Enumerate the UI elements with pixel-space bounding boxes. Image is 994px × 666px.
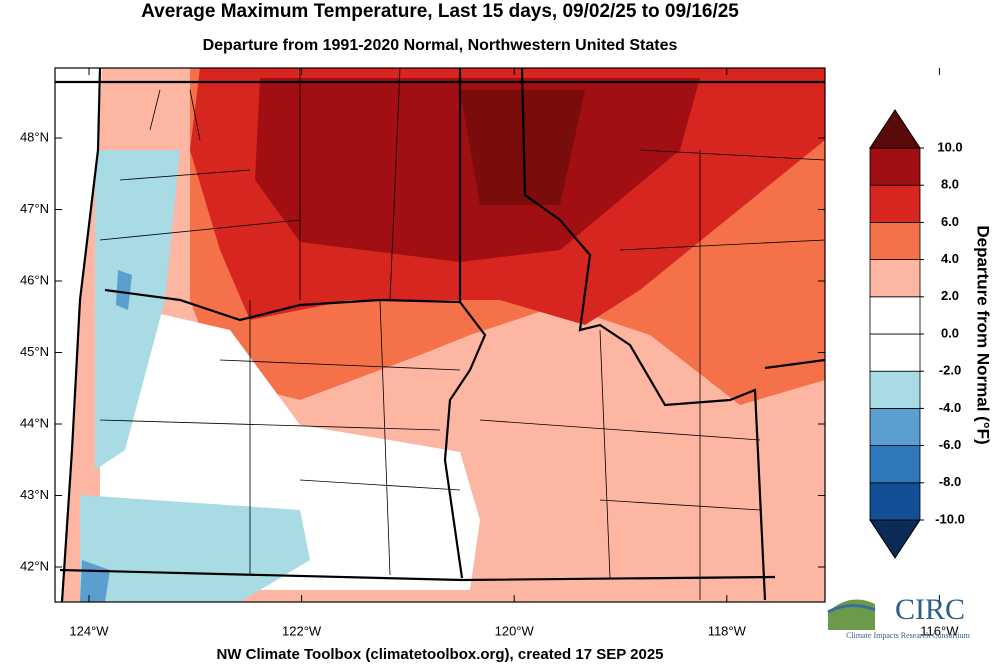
county-lines [99,68,825,600]
colorbar-bin [869,184,921,223]
y-tick-label: 48°N [20,129,49,144]
x-tick-label: 116°W [920,623,959,638]
colorbar: 10.0 8.0 6.0 4.0 2.0 0.0 -2.0 -4.0 -6.0 -8.0 -10.0 [869,109,965,559]
colorbar-label: -6.0 [939,437,961,452]
colorbar-label: -4.0 [939,400,961,415]
logo-subtitle: Climate Impacts Research Consortium [846,631,971,640]
y-tick-label: 42°N [20,558,49,573]
colorbar-bin [869,259,921,298]
map-ticks: 124°W122°W120°W118°W116°W114°W112°W48°N4… [20,68,959,638]
colorbar-label: 2.0 [941,288,959,303]
colorbar-label: 6.0 [941,214,959,229]
state-border [443,68,487,579]
colorbar-label: -2.0 [939,363,961,378]
map-fill [460,90,585,205]
logo-icon [827,604,876,614]
y-tick-label: 47°N [20,201,49,216]
ocean [55,68,102,602]
map-fill [95,150,180,470]
colorbar-label: 0.0 [941,325,959,340]
subtitle: Departure from 1991-2020 Normal, Northwe… [203,37,678,54]
state-border [59,568,776,582]
colorbar-bin [869,221,921,260]
logo-name: CIRC [895,593,965,626]
title: Average Maximum Temperature, Last 15 day… [141,1,739,22]
colorbar-bin [869,482,921,521]
colorbar-title: Departure from Normal (°F) [974,225,993,444]
coastline [60,68,102,602]
x-tick-label: 118°W [708,623,747,638]
state-border [520,68,767,601]
logo: CIRC Climate Impacts Research Consortium [827,593,971,640]
colorbar-bin [869,370,921,409]
colorbar-bin [869,296,921,335]
colorbar-bin [869,333,921,372]
y-tick-label: 43°N [20,487,49,502]
state-border [764,358,825,370]
colorbar-label: 4.0 [941,251,959,266]
colorbar-label: -10.0 [935,511,965,526]
colorbar-label: 8.0 [941,177,959,192]
state-border [104,288,461,322]
colorbar-label: -8.0 [939,474,961,489]
colorbar-label: 10.0 [937,139,962,154]
map [54,67,826,603]
x-tick-label: 122°W [282,623,322,638]
colorbar-bin [869,147,921,186]
colorbar-end [869,519,921,559]
x-tick-label: 124°W [69,623,109,638]
map-frame [54,67,826,603]
map-fill [116,270,132,310]
y-tick-label: 44°N [20,415,49,430]
colorbar-end [869,109,921,149]
x-tick-label: 120°W [495,623,535,638]
footer: NW Climate Toolbox (climatetoolbox.org),… [216,646,663,663]
y-tick-label: 45°N [20,344,49,359]
y-tick-label: 46°N [20,272,49,287]
colorbar-bin [869,407,921,446]
colorbar-bin [869,445,921,484]
